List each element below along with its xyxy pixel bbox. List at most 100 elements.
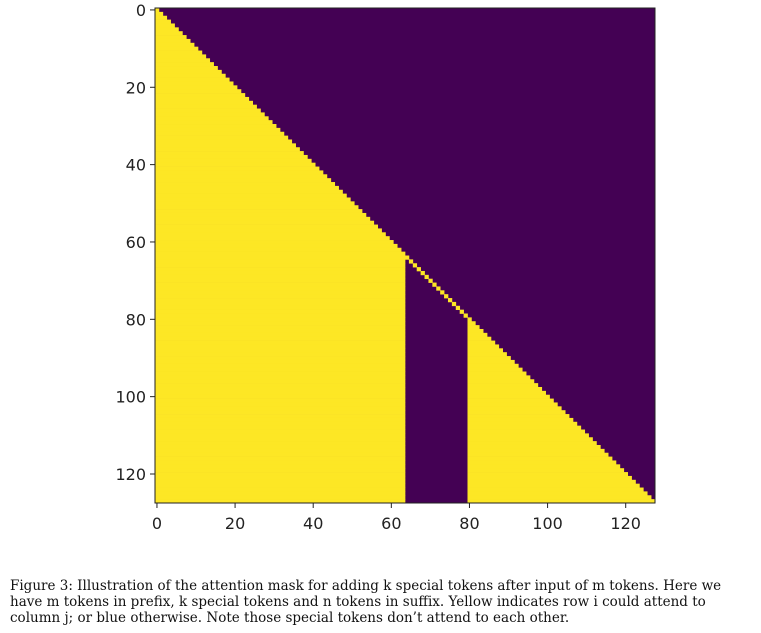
heatmap-cell-run [467,317,472,322]
heatmap-cell-run [155,236,390,241]
heatmap-cell-run [467,472,629,477]
heatmap-cell-run [155,383,406,388]
heatmap-cell-run [155,158,312,164]
heatmap-cell-run [155,479,406,485]
heatmap-cell-run [467,437,593,442]
heatmap-cell-run [155,15,168,20]
heatmap-cell-run [155,182,336,187]
heatmap-cell-run [444,294,449,299]
heatmap-cell-run [467,448,605,454]
heatmap-cell-run [463,313,468,318]
heatmap-cell-run [155,456,406,461]
heatmap-cell-run [412,263,418,268]
heatmap-cell-run [155,212,367,218]
heatmap-cell-run [155,425,406,430]
heatmap-cell-run [436,286,441,291]
heatmap-cell-run [155,178,332,183]
heatmap-cell-run [155,124,277,129]
heatmap-cell-run [155,394,406,399]
heatmap-cell-run [155,23,175,28]
heatmap-cell-run [155,483,406,488]
heatmap-cell-run [467,479,636,485]
heatmap-cell-run [155,336,406,341]
heatmap-cell-run [420,270,425,276]
heatmap-cell-run [467,344,500,349]
heatmap-cell-run [467,495,652,500]
heatmap-cell-run [155,429,406,434]
heatmap-cell-run [155,433,406,438]
heatmap-cell-run [155,251,406,256]
heatmap-cell-run [155,127,281,133]
x-axis: 0 20 40 60 80 100 120 [152,503,641,533]
heatmap-cell-run [467,406,562,411]
heatmap-cell-run [467,394,550,399]
heatmap-cell-run [155,243,398,249]
heatmap-cell-run [467,441,597,446]
heatmap-cell-run [155,491,406,496]
heatmap-cell-run [155,255,410,260]
heatmap-cell-run [155,193,347,198]
heatmap-cell-run [155,209,363,214]
heatmap-cell-run [155,259,406,264]
x-tick-label: 100 [532,514,563,533]
heatmap-cell-run [155,104,257,109]
heatmap-cell-run [155,96,250,102]
heatmap-cell-run [467,429,586,434]
heatmap-cell-run [432,282,437,287]
heatmap-cell-run [155,487,406,492]
heatmap-cell-run [155,475,406,481]
heatmap-cell-run [155,197,351,202]
heatmap-cell-run [155,81,234,86]
x-tick-label: 20 [225,514,245,533]
y-tick-label: 20 [126,78,146,97]
heatmap-cell-run [155,313,406,318]
heatmap-cell-run [467,414,570,419]
heatmap-cell-run [155,344,406,349]
x-tick-label: 80 [459,514,479,533]
heatmap-cell-run [155,375,406,380]
heatmap-cell-run [155,143,296,148]
heatmap-cell-run [467,456,613,461]
heatmap-cell-run [155,73,226,78]
heatmap-cell-run [455,305,461,310]
heatmap-cell-run [155,410,406,415]
heatmap-cell-run [155,468,406,473]
heatmap-cell-run [155,406,406,411]
heatmap-cell-run [155,189,343,194]
heatmap-cell-run [155,166,320,171]
heatmap-cell-run [155,224,379,229]
heatmap-cell-run [155,31,183,36]
heatmap-cell-run [155,11,164,17]
heatmap-cell-run [155,201,355,206]
heatmap-cell-run [155,69,222,75]
figure-caption: Figure 3: Illustration of the attention … [10,578,722,626]
heatmap-cell-run [155,290,406,295]
heatmap-cell-run [155,77,230,82]
heatmap-cell-run [155,89,242,94]
heatmap-cell-run [155,35,187,40]
heatmap-cell-run [155,220,375,225]
heatmap-cell-run [467,359,515,365]
heatmap-cell-run [155,205,359,210]
heatmap-cell-run [155,147,300,152]
heatmap-cell-run [467,386,543,392]
heatmap-cell-run [155,460,406,465]
y-axis: 0 20 40 60 80 100 120 [115,1,155,484]
heatmap-cell-run [467,483,640,488]
plot-frame [154,7,656,504]
heatmap-cell-run [467,352,507,357]
attention-mask-chart: 0 20 40 60 80 100 120 0 20 40 60 80 100 120 [115,1,656,533]
heatmap-cell-run [408,259,414,264]
y-tick-label: 100 [115,388,146,407]
heatmap-cell-run [451,301,457,307]
heatmap-cell-run [155,216,371,222]
heatmap-cells [155,8,656,504]
heatmap-cell-run [155,42,195,48]
y-tick-label: 60 [126,233,146,252]
heatmap-cell-run [155,325,406,330]
heatmap-cell-run [440,290,445,295]
heatmap-cell-run [467,425,582,430]
heatmap-cell-run [155,232,386,237]
heatmap-cell-run [467,402,558,407]
heatmap-cell-run [467,499,656,504]
